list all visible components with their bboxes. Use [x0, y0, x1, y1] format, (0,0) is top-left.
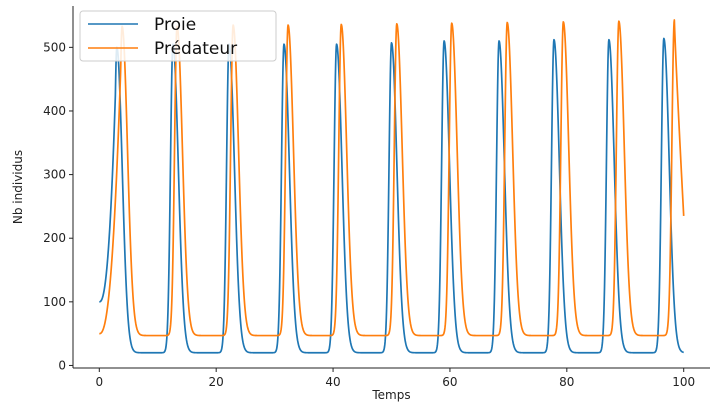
series-line-predateur: [98, 19, 685, 337]
series-line-proie: [98, 37, 685, 354]
y-tick-label: 300: [43, 168, 66, 182]
legend-label-predateur: Prédateur: [154, 39, 237, 59]
y-tick-label: 400: [43, 104, 66, 118]
y-tick-label: 500: [43, 40, 66, 54]
x-tick-label: 20: [209, 375, 224, 389]
y-ticks: 0 100 200 300 400 500: [43, 40, 73, 372]
legend: Proie Prédateur: [79, 10, 277, 62]
x-tick-label: 40: [325, 375, 340, 389]
axes: [72, 6, 710, 369]
x-tick-label: 100: [672, 375, 695, 389]
y-tick-label: 0: [58, 358, 66, 372]
x-tick-label: 0: [95, 375, 103, 389]
x-tick-label: 80: [559, 375, 574, 389]
legend-label-proie: Proie: [154, 15, 196, 35]
y-tick-label: 100: [43, 295, 66, 309]
series-lines: [98, 19, 685, 354]
x-ticks: 0 20 40 60 80 100: [95, 368, 695, 389]
y-tick-label: 200: [43, 231, 66, 245]
x-tick-label: 60: [442, 375, 457, 389]
y-axis-label: Nb individus: [11, 150, 25, 224]
x-axis-label: Temps: [371, 388, 410, 402]
